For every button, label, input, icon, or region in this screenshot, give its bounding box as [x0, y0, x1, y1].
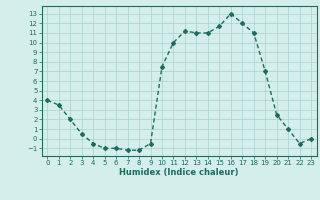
X-axis label: Humidex (Indice chaleur): Humidex (Indice chaleur): [119, 168, 239, 177]
